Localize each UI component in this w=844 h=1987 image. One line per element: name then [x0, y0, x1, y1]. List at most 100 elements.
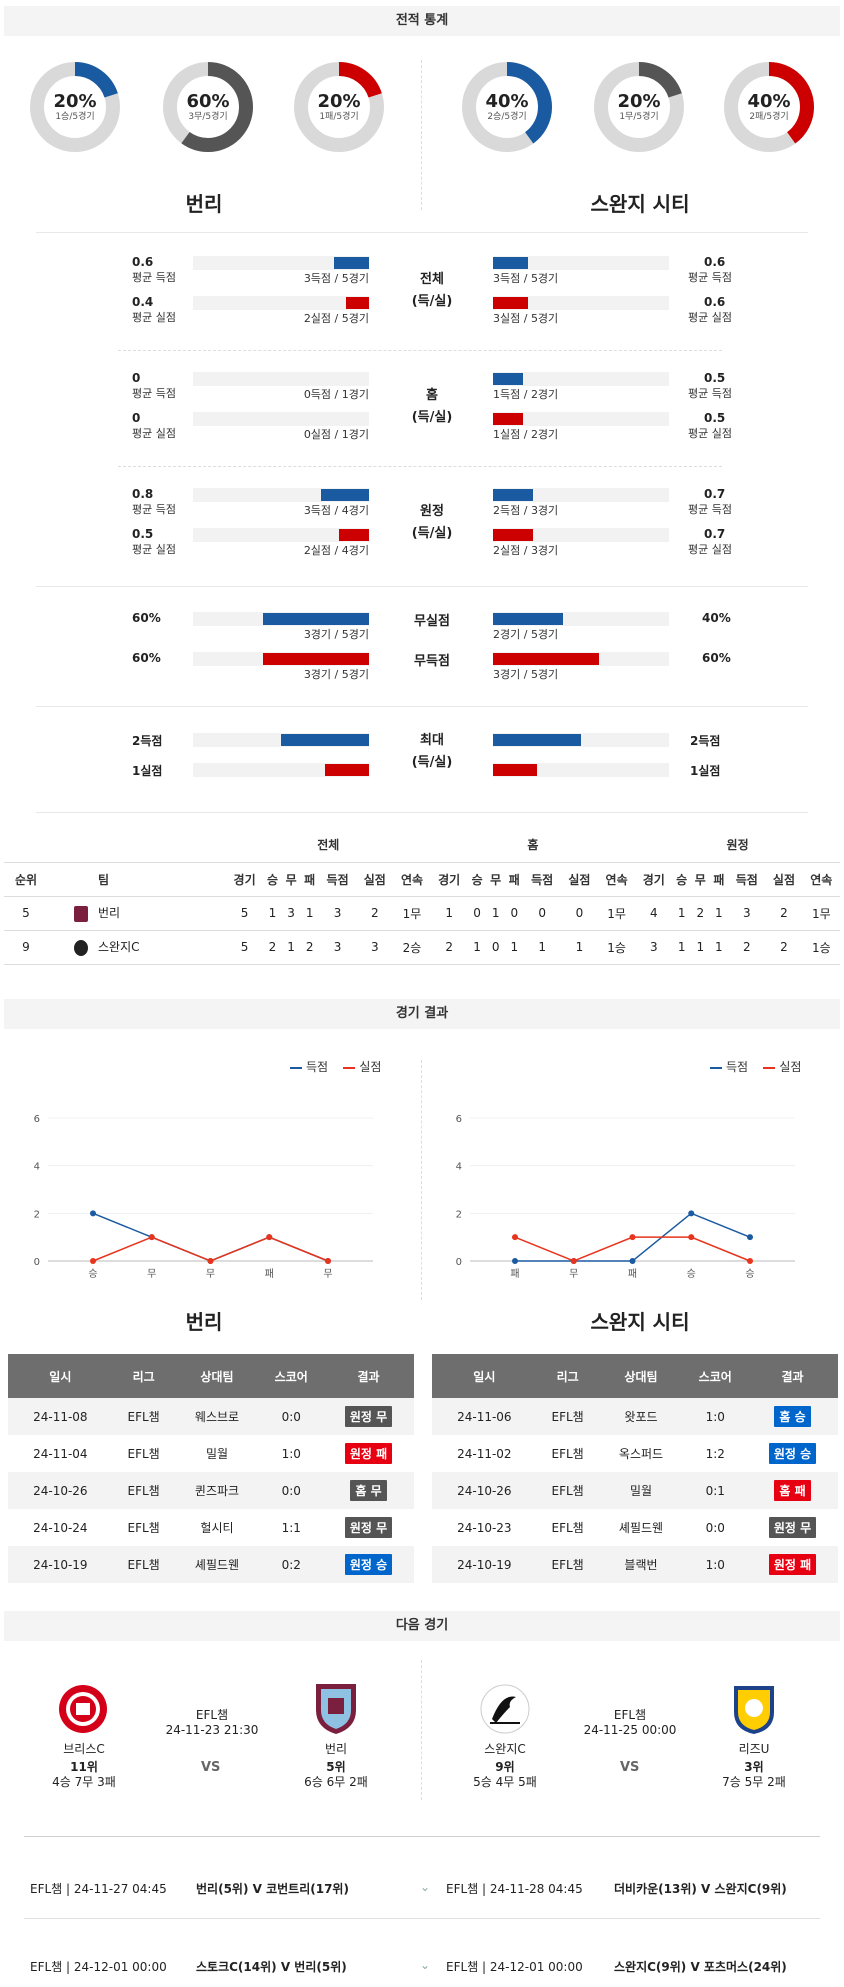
- standings-cell: 3: [728, 896, 766, 931]
- swansea-crest-icon: [480, 1684, 530, 1734]
- right-stat-label: 평균 실점: [688, 427, 732, 440]
- left-stat-value: 0: [132, 371, 141, 385]
- standings-header-cell: 실점: [356, 862, 394, 897]
- results-cell: EFL챔: [551, 1447, 584, 1461]
- divider: [36, 586, 808, 587]
- series-line-conceded: [92, 1236, 329, 1262]
- left-bar-caption: 3득점 / 4경기: [303, 504, 369, 517]
- right-stat-value: 0.7: [704, 487, 726, 501]
- standings-cell: 1무: [802, 896, 840, 931]
- result-badge: 원정 패: [344, 1443, 393, 1464]
- results-header-cell: 일시: [432, 1354, 537, 1398]
- results-team-home: 번리: [185, 1310, 223, 1334]
- standings-blank: [4, 828, 48, 863]
- right-bar-track: [493, 296, 669, 310]
- standings-cell: 2: [356, 896, 394, 931]
- left-bar-track: [193, 612, 369, 626]
- standings-team-name[interactable]: 스완지C: [98, 940, 140, 955]
- upcoming-3-match[interactable]: 스토크C(14위) V 번리(5위): [196, 1960, 347, 1974]
- standings-header-cell: 무: [486, 862, 505, 897]
- y-tick-label: 0: [34, 1257, 40, 1268]
- chevron-down-icon[interactable]: ⌄: [420, 1880, 431, 1894]
- standings-cell: 1: [690, 930, 710, 965]
- result-badge: 원정 패: [768, 1554, 817, 1575]
- next-left-team-b-name: 번리: [324, 1742, 348, 1756]
- standings-cell: 5: [226, 930, 264, 965]
- next-left-datetime: 24-11-23 21:30: [165, 1723, 259, 1737]
- section-title-results: 경기 결과: [4, 999, 840, 1029]
- standings-header-cell: 무: [281, 862, 301, 897]
- left-bar-track: [193, 733, 369, 747]
- donut-subtext: 1무/5경기: [619, 111, 659, 122]
- chevron-down-icon[interactable]: ⌄: [420, 1958, 431, 1972]
- next-left-team-a-rank: 11위: [70, 1760, 98, 1774]
- donut-value-arc: [294, 62, 384, 152]
- result-badge: 홈 승: [774, 1406, 811, 1427]
- right-bar-track: [493, 488, 669, 502]
- data-point: [266, 1234, 273, 1241]
- upcoming-2-match[interactable]: 더비카운(13위) V 스완지C(9위): [614, 1882, 787, 1896]
- donut-percent: 60%: [186, 90, 230, 112]
- results-header-row: 일시 리그 상대팀 스코어 결과: [432, 1354, 838, 1398]
- standings-cell: 1: [504, 930, 524, 965]
- left-bar-track: [193, 412, 369, 426]
- standings-cell: 3: [281, 896, 301, 931]
- results-outcome-cell: 원정 패: [747, 1546, 838, 1583]
- results-cell: EFL챔: [536, 1472, 599, 1509]
- results-row: 24-10-19 EFL챔 블랙번 1:0 원정 패: [432, 1546, 838, 1583]
- standings-cell: 1무: [393, 896, 431, 931]
- x-tick-label: 패: [265, 1268, 274, 1280]
- next-left-team-a-name: 브리스C: [63, 1742, 105, 1756]
- right-stat-label: 평균 득점: [688, 387, 732, 400]
- results-cell: 0:0: [259, 1472, 324, 1509]
- data-point: [148, 1234, 155, 1241]
- standings-team-name[interactable]: 번리: [98, 906, 121, 921]
- standings-header-cell: 경기: [226, 862, 264, 897]
- results-cell: 24-11-02: [457, 1446, 512, 1461]
- right-stat-label: 평균 실점: [688, 311, 732, 324]
- left-pct-value: 60%: [132, 651, 161, 665]
- donut-text: 40% 2패/5경기: [722, 60, 816, 154]
- left-stat-label: 평균 실점: [132, 543, 176, 556]
- donut-subtext: 1승/5경기: [55, 111, 95, 122]
- next-right-team-b-name: 리즈U: [738, 1742, 770, 1756]
- standings-cell: 5: [226, 896, 264, 931]
- results-cell: EFL챔: [127, 1521, 160, 1535]
- standings-cell: 1무: [597, 896, 636, 931]
- upcoming-1-match[interactable]: 번리(5위) V 코번트리(17위): [196, 1882, 349, 1896]
- standings-header-cell: 연속: [393, 862, 431, 897]
- standings-header-row: 순위 팀 경기 승 무 패 득점 실점 연속 경기 승 무 패 득점 실점 연속 경기 승 무 패 득점 실점 연속: [4, 862, 840, 897]
- standings-header-cell: 패: [709, 862, 729, 897]
- data-point: [747, 1258, 753, 1264]
- right-stat-value: 0.7: [704, 527, 726, 541]
- standings-cell: 3: [356, 930, 394, 965]
- upcoming-4-match[interactable]: 스완지C(9위) V 포츠머스(24위): [614, 1960, 787, 1974]
- standings-row: 9 스완지C 5 2 1 2 3 3 2승 2 1 0 1 1 1 1승 3 1 1 1 2 2 1승: [4, 930, 840, 965]
- results-header-cell: 리그: [112, 1354, 175, 1398]
- results-team-away: 스완지 시티: [590, 1310, 690, 1334]
- donut-ring: [462, 62, 552, 152]
- standings-cell: 1: [709, 896, 729, 931]
- column-divider: [421, 1660, 422, 1800]
- standings-cell: 0: [486, 930, 505, 965]
- results-outcome-cell: 원정 패: [323, 1435, 414, 1472]
- legend-home: 득점 실점: [290, 1058, 381, 1075]
- results-header-cell: 리그: [536, 1354, 599, 1398]
- donut-5: 20% 1무/5경기: [592, 60, 686, 154]
- results-row: 24-11-02 EFL챔 옥스퍼드 1:2 원정 승: [432, 1435, 838, 1472]
- next-right-vs: VS: [620, 1760, 640, 1775]
- y-tick-label: 4: [34, 1162, 40, 1173]
- right-bar: [493, 413, 523, 425]
- next-right-league: EFL챔: [613, 1708, 647, 1722]
- standings-group-3: 원정: [635, 828, 840, 863]
- result-badge: 원정 승: [768, 1443, 817, 1464]
- swansea-crest-icon: [74, 939, 88, 956]
- group-label-sub: (득/실): [411, 526, 453, 541]
- right-bar-track: [493, 763, 669, 777]
- result-badge: 원정 승: [344, 1554, 393, 1575]
- right-bar: [493, 529, 533, 541]
- left-bar-caption: 3경기 / 5경기: [303, 628, 369, 641]
- data-point: [747, 1234, 753, 1241]
- results-header-row: 일시 리그 상대팀 스코어 결과: [8, 1354, 414, 1398]
- column-divider: [421, 60, 422, 210]
